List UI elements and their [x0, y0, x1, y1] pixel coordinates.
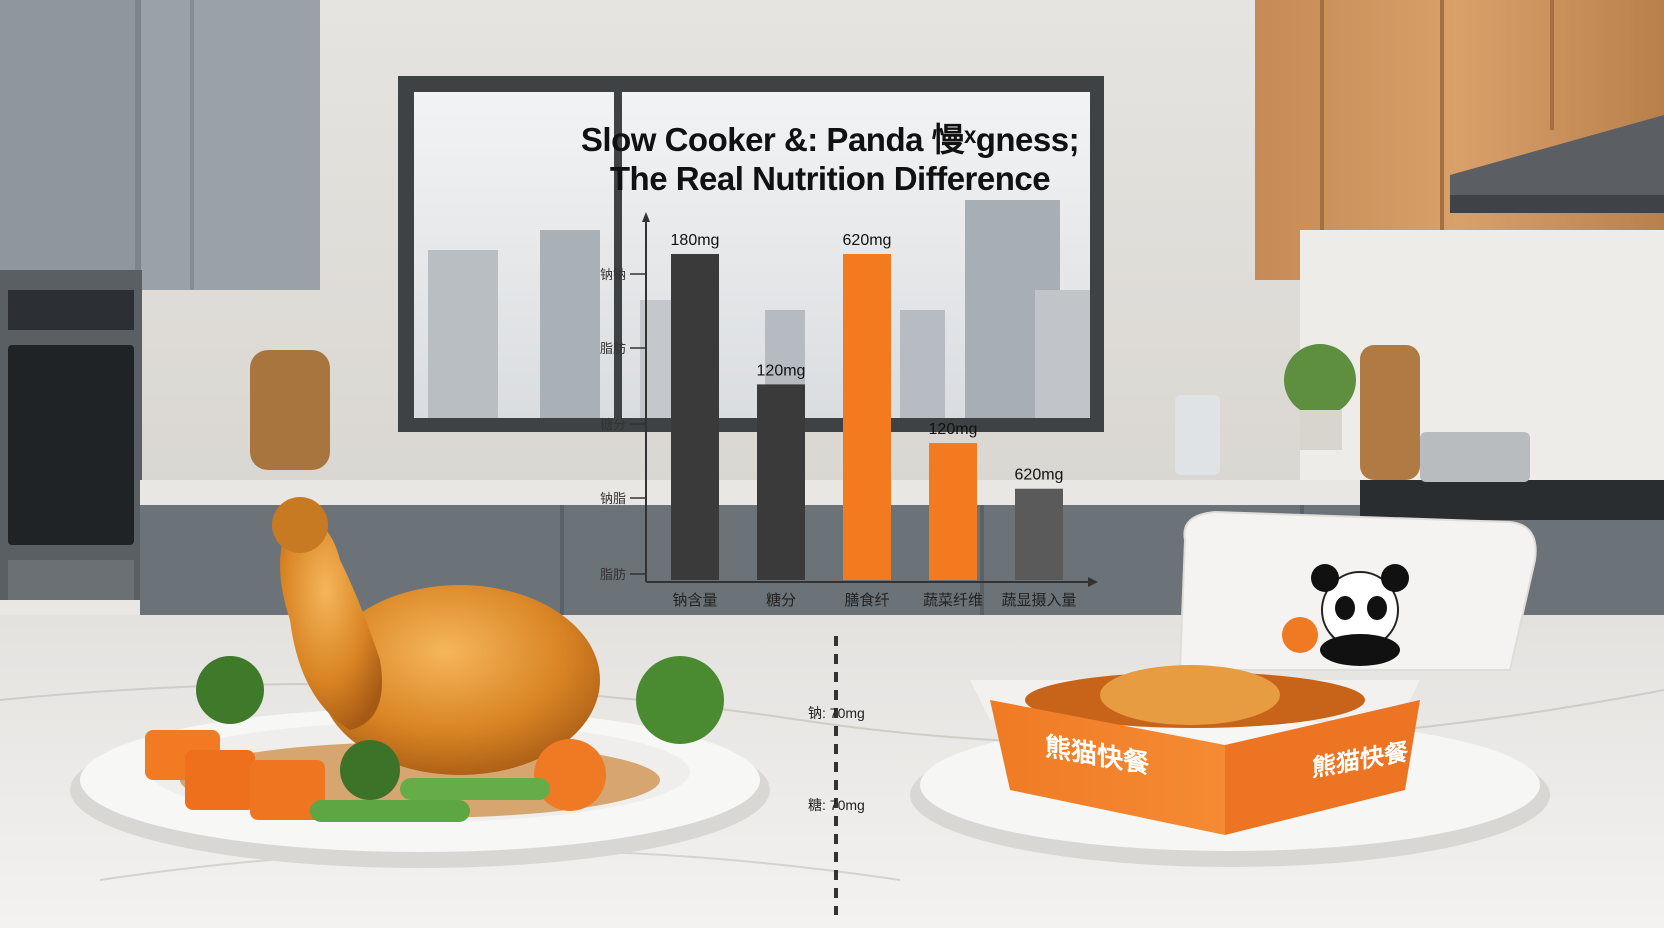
- y-tick-label-1: 脂肪: [600, 341, 626, 357]
- y-tick-label-2: 糖分: [600, 417, 626, 433]
- chart-title: Slow Cooker &: Panda 慢ˣgness; The Real N…: [560, 120, 1100, 198]
- y-tick-label-4: 脂肪: [600, 567, 626, 583]
- annotation-sodium: 钠: 70mg: [808, 705, 865, 721]
- x-category-label-4: 蔬显摄入量: [1001, 591, 1076, 609]
- bar-value-label-2: 620mg: [843, 232, 892, 249]
- bar-0: [671, 254, 719, 580]
- bar-3: [929, 443, 977, 580]
- bar-2: [843, 254, 891, 580]
- y-tick-label-0: 钠钠: [600, 268, 626, 283]
- x-category-label-3: 蔬菜纤维: [923, 591, 983, 609]
- x-category-label-1: 糖分: [766, 591, 796, 609]
- bar-value-label-1: 120mg: [757, 362, 806, 379]
- x-category-label-0: 钠含量: [672, 591, 717, 609]
- x-axis-arrow: [1088, 577, 1098, 587]
- bar-value-label-4: 620mg: [1015, 467, 1064, 484]
- chart-axes: [642, 212, 1098, 587]
- bar-value-label-3: 120mg: [929, 421, 978, 438]
- annotation-sugar: 糖: 70mg: [808, 797, 865, 813]
- chart-title-line-1: Slow Cooker &: Panda 慢ˣgness;: [580, 121, 1080, 158]
- bar-1: [757, 384, 805, 580]
- y-axis-arrow: [642, 212, 650, 222]
- bar-value-label-0: 180mg: [671, 232, 720, 249]
- x-category-label-2: 膳食纤: [844, 591, 889, 609]
- y-tick-label-3: 钠脂: [600, 492, 626, 507]
- chart-title-line-2: The Real Nutrition Difference: [609, 160, 1051, 197]
- bar-4: [1015, 488, 1063, 580]
